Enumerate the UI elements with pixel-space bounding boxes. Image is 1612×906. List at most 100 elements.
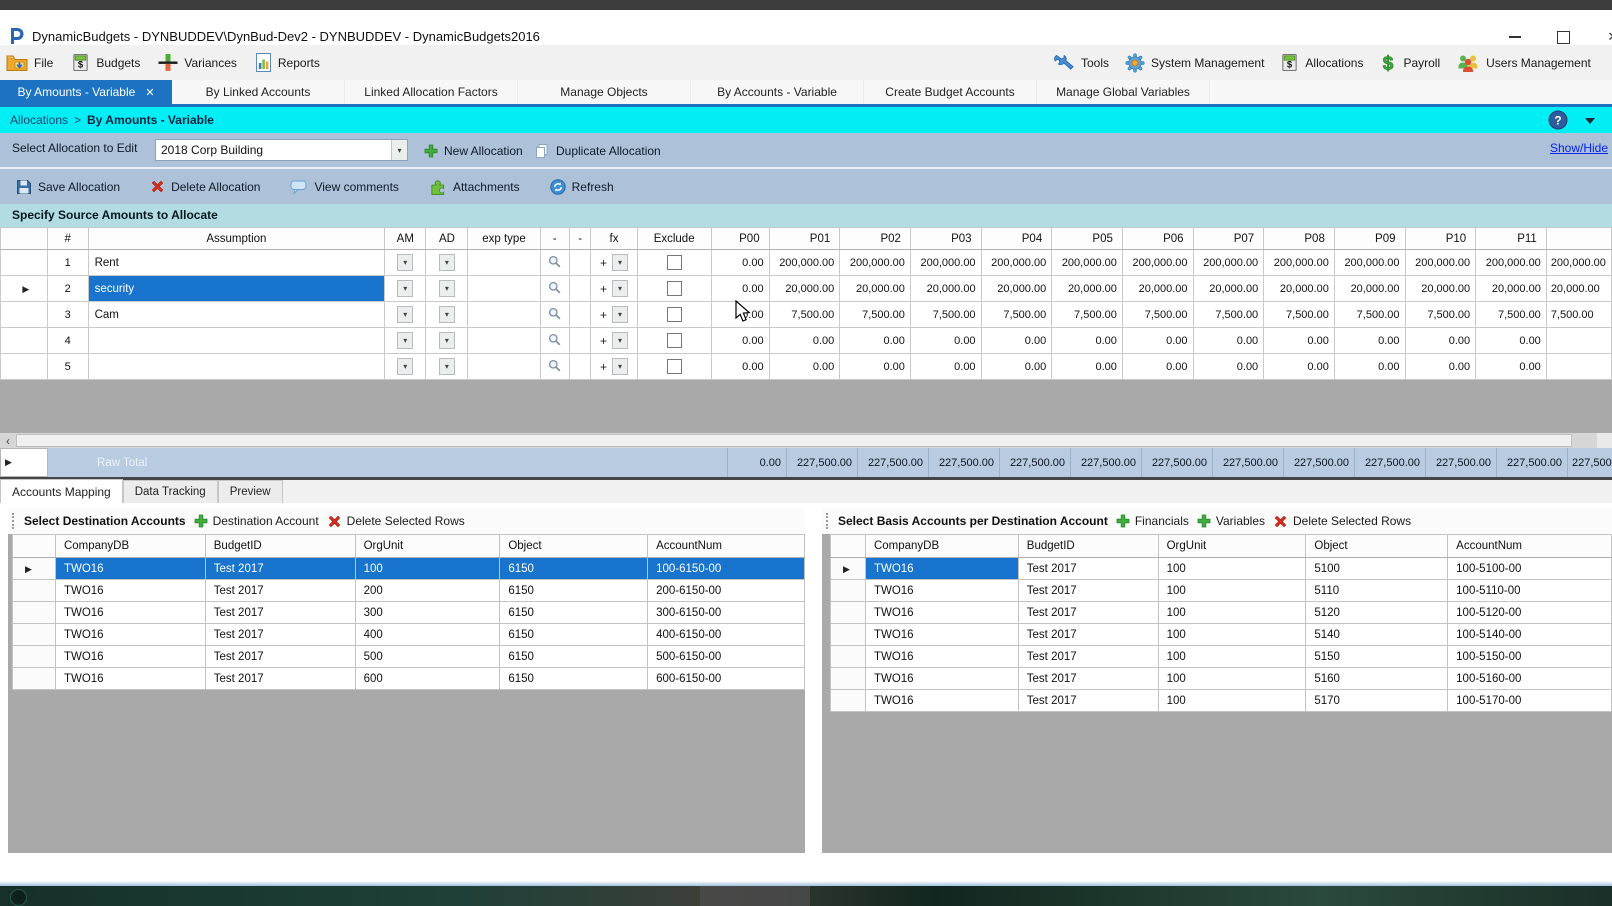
cell-budgetid[interactable]: Test 2017 bbox=[1018, 624, 1158, 646]
lookup-cell[interactable] bbox=[540, 302, 569, 328]
menu-allocations[interactable]: $Allocations bbox=[1280, 53, 1363, 72]
am-dropdown-cell[interactable]: ▾ bbox=[385, 328, 426, 354]
chevron-down-icon[interactable]: ▾ bbox=[612, 280, 628, 297]
cell-object[interactable]: 6150 bbox=[500, 668, 648, 690]
period-value-cell[interactable]: 0.00 bbox=[1052, 354, 1123, 380]
row-selector[interactable]: ▶ bbox=[831, 558, 866, 580]
period-value-cell[interactable]: 7,500.00 bbox=[1193, 302, 1264, 328]
table-row[interactable]: TWO16Test 20173006150300-6150-00 bbox=[13, 602, 805, 624]
assumption-cell[interactable]: security bbox=[88, 276, 385, 302]
cell-companydb[interactable]: TWO16 bbox=[865, 580, 1018, 602]
delete-selected-rows-button[interactable]: Delete Selected Rows bbox=[1273, 514, 1411, 529]
menu-payroll[interactable]: $Payroll bbox=[1379, 53, 1440, 73]
cell-budgetid[interactable]: Test 2017 bbox=[1018, 580, 1158, 602]
am-dropdown-cell[interactable]: ▾ bbox=[385, 354, 426, 380]
period-value-cell[interactable]: 200,000.00 bbox=[910, 250, 981, 276]
table-row[interactable]: TWO16Test 20175006150500-6150-00 bbox=[13, 646, 805, 668]
chevron-down-icon[interactable]: ▾ bbox=[397, 306, 413, 323]
assumption-cell[interactable] bbox=[88, 354, 385, 380]
period-value-cell[interactable]: 7,500.00 bbox=[981, 302, 1052, 328]
cell-companydb[interactable]: TWO16 bbox=[865, 690, 1018, 712]
tab-by-amounts-variable[interactable]: By Amounts - Variable✕ bbox=[0, 80, 172, 104]
row-selector[interactable] bbox=[1, 302, 48, 328]
chevron-down-icon[interactable]: ▾ bbox=[397, 358, 413, 375]
period-value-cell[interactable]: 0.00 bbox=[1264, 354, 1335, 380]
table-row[interactable]: TWO16Test 20171005140100-5140-00 bbox=[831, 624, 1612, 646]
period-value-cell[interactable]: 7,500.00 bbox=[1476, 302, 1547, 328]
table-row[interactable]: TWO16Test 20171005170100-5170-00 bbox=[831, 690, 1612, 712]
period-value-cell[interactable]: 20,000.00 bbox=[981, 276, 1052, 302]
cell-accountnum[interactable]: 200-6150-00 bbox=[648, 580, 805, 602]
tab-manage-global-variables[interactable]: Manage Global Variables bbox=[1037, 80, 1210, 104]
period-value-cell[interactable]: 0.00 bbox=[1264, 328, 1335, 354]
chevron-down-icon[interactable]: ▾ bbox=[439, 280, 455, 297]
table-row[interactable]: TWO16Test 20176006150600-6150-00 bbox=[13, 668, 805, 690]
cell-object[interactable]: 5110 bbox=[1306, 580, 1448, 602]
period-value-cell[interactable]: 0.00 bbox=[910, 354, 981, 380]
period-value-cell[interactable]: 20,000.00 bbox=[1476, 276, 1547, 302]
cell-orgunit[interactable]: 100 bbox=[1158, 558, 1306, 580]
row-number-cell[interactable]: 5 bbox=[47, 354, 88, 380]
cell-object[interactable]: 6150 bbox=[500, 580, 648, 602]
period-value-cell[interactable]: 7,500.00 bbox=[840, 302, 911, 328]
period-value-cell[interactable]: 0.00 bbox=[840, 328, 911, 354]
tab-data-tracking[interactable]: Data Tracking bbox=[123, 480, 218, 503]
cell-budgetid[interactable]: Test 2017 bbox=[205, 580, 355, 602]
cell-accountnum[interactable]: 500-6150-00 bbox=[648, 646, 805, 668]
period-value-cell[interactable]: 7,500.00 bbox=[1264, 302, 1335, 328]
exp-type-cell[interactable] bbox=[468, 250, 540, 276]
row-selector[interactable] bbox=[831, 602, 866, 624]
period-value-cell[interactable]: 0.00 bbox=[1122, 328, 1193, 354]
row-selector[interactable] bbox=[831, 690, 866, 712]
breadcrumb-parent-link[interactable]: Allocations bbox=[10, 113, 68, 127]
row-number-cell[interactable]: 4 bbox=[47, 328, 88, 354]
cell-budgetid[interactable]: Test 2017 bbox=[205, 646, 355, 668]
period-value-cell[interactable]: 0.00 bbox=[711, 276, 769, 302]
cell-accountnum[interactable]: 100-5100-00 bbox=[1448, 558, 1612, 580]
period-value-cell[interactable]: 0.00 bbox=[1334, 354, 1405, 380]
fx-cell[interactable]: +▾ bbox=[591, 276, 637, 302]
period-value-cell[interactable]: 20,000.00 bbox=[840, 276, 911, 302]
destination-account-button[interactable]: Destination Account bbox=[194, 514, 319, 528]
row-selector[interactable]: ▶ bbox=[1, 276, 48, 302]
period-value-cell[interactable]: 200,000.00 bbox=[1334, 250, 1405, 276]
menu-file[interactable]: File bbox=[6, 54, 53, 72]
tab-accounts-mapping[interactable]: Accounts Mapping bbox=[0, 479, 123, 503]
cell-object[interactable]: 6150 bbox=[500, 558, 648, 580]
cell-budgetid[interactable]: Test 2017 bbox=[1018, 602, 1158, 624]
ad-dropdown-cell[interactable]: ▾ bbox=[426, 276, 468, 302]
exclude-checkbox[interactable] bbox=[667, 255, 682, 270]
tab-by-linked-accounts[interactable]: By Linked Accounts bbox=[172, 80, 345, 104]
period-value-cell[interactable]: 0.00 bbox=[1193, 328, 1264, 354]
cell-object[interactable]: 5140 bbox=[1306, 624, 1448, 646]
period-value-cell[interactable]: 200,000.00 bbox=[1052, 250, 1123, 276]
row-selector[interactable] bbox=[831, 646, 866, 668]
am-dropdown-cell[interactable]: ▾ bbox=[385, 276, 426, 302]
cell-accountnum[interactable]: 100-5170-00 bbox=[1448, 690, 1612, 712]
cell-accountnum[interactable]: 100-5150-00 bbox=[1448, 646, 1612, 668]
cell-orgunit[interactable]: 100 bbox=[1158, 646, 1306, 668]
period-value-cell-clipped[interactable]: 20,000.00 bbox=[1546, 276, 1611, 302]
delete-allocation-button[interactable]: Delete Allocation bbox=[150, 175, 260, 199]
cell-budgetid[interactable]: Test 2017 bbox=[205, 602, 355, 624]
plus-sign[interactable]: + bbox=[600, 282, 607, 296]
period-value-cell[interactable]: 0.00 bbox=[1334, 328, 1405, 354]
ad-dropdown-cell[interactable]: ▾ bbox=[426, 354, 468, 380]
assumption-cell[interactable]: Rent bbox=[88, 250, 385, 276]
row-selector[interactable] bbox=[831, 668, 866, 690]
cell-budgetid[interactable]: Test 2017 bbox=[1018, 690, 1158, 712]
chevron-down-icon[interactable]: ▾ bbox=[397, 254, 413, 271]
period-value-cell[interactable]: 200,000.00 bbox=[1122, 250, 1193, 276]
period-value-cell[interactable]: 20,000.00 bbox=[1193, 276, 1264, 302]
menu-tools[interactable]: Tools bbox=[1053, 53, 1109, 73]
tab-by-accounts-variable[interactable]: By Accounts - Variable bbox=[691, 80, 864, 104]
chevron-down-icon[interactable]: ▾ bbox=[439, 254, 455, 271]
cell-orgunit[interactable]: 400 bbox=[355, 624, 500, 646]
period-value-cell[interactable]: 0.00 bbox=[1476, 328, 1547, 354]
table-row[interactable]: TWO16Test 20172006150200-6150-00 bbox=[13, 580, 805, 602]
period-value-cell[interactable]: 0.00 bbox=[769, 354, 840, 380]
period-value-cell[interactable]: 20,000.00 bbox=[910, 276, 981, 302]
cell-orgunit[interactable]: 100 bbox=[1158, 624, 1306, 646]
period-value-cell[interactable]: 0.00 bbox=[711, 250, 769, 276]
exclude-cell[interactable] bbox=[637, 354, 711, 380]
